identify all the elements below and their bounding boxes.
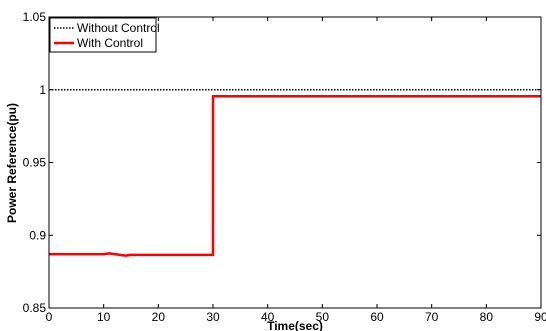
- plot-area: [49, 17, 541, 308]
- legend-box: [49, 17, 157, 53]
- x-tick-label: 80: [480, 310, 494, 324]
- x-tick-label: 90: [534, 310, 546, 324]
- x-tick-label: 30: [206, 310, 220, 324]
- y-tick-label: 0.85: [23, 301, 47, 315]
- legend-label-with-control: With Control: [77, 36, 143, 50]
- series-layer: [49, 89, 541, 257]
- series-line-with-control: [49, 95, 541, 257]
- x-axis-label: Time(sec): [267, 319, 323, 331]
- x-tick-label: 20: [152, 310, 166, 324]
- y-tick-label: 1: [39, 83, 46, 97]
- y-tick-label: 1.05: [23, 10, 47, 24]
- y-tick-label: 0.9: [29, 228, 46, 242]
- x-tick-label: 50: [316, 310, 330, 324]
- x-tick-label: 70: [425, 310, 439, 324]
- ticks-layer: 0 10 20 30 40 50 60 70 80 90 0.85 0.9 0.95 1 1.05: [23, 10, 546, 324]
- legend: Without Control With Control: [49, 17, 160, 53]
- x-tick-label: 10: [97, 310, 111, 324]
- y-axis-label: Power Reference(pu): [5, 103, 19, 223]
- x-tick-label: 0: [46, 310, 53, 324]
- x-tick-label: 60: [370, 310, 384, 324]
- x-tick-label: 40: [261, 310, 275, 324]
- y-tick-label: 0.95: [23, 156, 47, 170]
- legend-label-without-control: Without Control: [77, 21, 160, 35]
